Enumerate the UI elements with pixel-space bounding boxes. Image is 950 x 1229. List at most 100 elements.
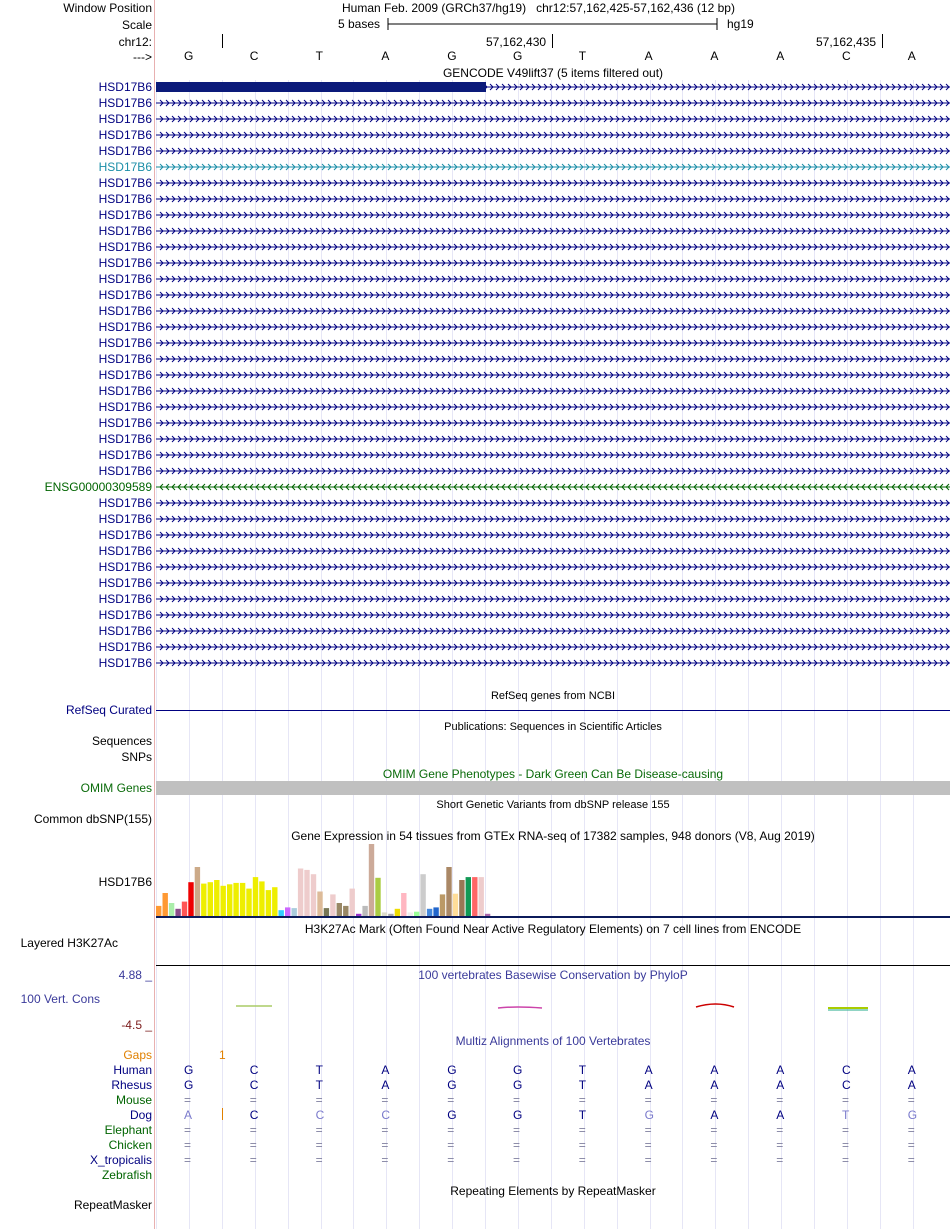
transcript-label[interactable]: HSD17B6 (98, 352, 152, 366)
transcript-feature[interactable] (0, 497, 950, 509)
transcript-label[interactable]: HSD17B6 (98, 528, 152, 542)
species-label[interactable]: X_tropicalis (89, 1153, 152, 1167)
transcript-feature[interactable] (0, 481, 950, 493)
species-label[interactable]: Elephant (104, 1123, 152, 1137)
phylop-plot[interactable] (156, 990, 950, 1020)
transcript-feature[interactable] (0, 545, 950, 557)
transcript-feature[interactable] (0, 369, 950, 381)
species-label[interactable]: Dog (129, 1108, 152, 1122)
gtex-chart[interactable] (156, 843, 950, 919)
transcript-feature[interactable] (0, 321, 950, 333)
gencode-title[interactable]: GENCODE V49lift37 (5 items filtered out) (442, 66, 664, 80)
transcript-label[interactable]: HSD17B6 (98, 336, 152, 350)
transcript-label[interactable]: HSD17B6 (98, 272, 152, 286)
transcript-feature[interactable] (0, 241, 950, 253)
transcript-feature[interactable] (0, 625, 950, 637)
phylop-label[interactable]: 100 Vert. Cons (20, 992, 100, 1006)
transcript-feature[interactable] (0, 529, 950, 541)
transcript-feature[interactable] (0, 113, 950, 125)
transcript-feature[interactable] (0, 465, 950, 477)
gtex-label[interactable]: HSD17B6 (98, 875, 152, 889)
species-label[interactable]: Rhesus (111, 1078, 152, 1092)
transcript-feature[interactable] (0, 193, 950, 205)
publications-title[interactable]: Publications: Sequences in Scientific Ar… (444, 721, 662, 733)
transcript-feature[interactable] (0, 209, 950, 221)
transcript-feature[interactable] (0, 273, 950, 285)
transcript-feature[interactable] (0, 513, 950, 525)
transcript-feature[interactable] (0, 641, 950, 653)
transcript-label[interactable]: HSD17B6 (98, 240, 152, 254)
repeatmasker-label[interactable]: RepeatMasker (73, 1198, 152, 1212)
transcript-feature[interactable] (0, 257, 950, 269)
refseq-title[interactable]: RefSeq genes from NCBI (490, 690, 616, 702)
transcript-feature[interactable] (0, 417, 950, 429)
transcript-label[interactable]: HSD17B6 (98, 448, 152, 462)
transcript-feature[interactable] (0, 81, 950, 93)
transcript-label[interactable]: HSD17B6 (98, 608, 152, 622)
transcript-feature[interactable] (0, 177, 950, 189)
refseq-line[interactable] (156, 710, 950, 711)
transcript-feature[interactable] (0, 577, 950, 589)
transcript-label[interactable]: HSD17B6 (98, 640, 152, 654)
transcript-feature[interactable] (0, 305, 950, 317)
transcript-feature[interactable] (0, 145, 950, 157)
h3k27ac-title[interactable]: H3K27Ac Mark (Often Found Near Active Re… (304, 922, 802, 936)
species-label[interactable]: Mouse (115, 1093, 152, 1107)
transcript-feature[interactable] (0, 593, 950, 605)
transcript-label[interactable]: HSD17B6 (98, 144, 152, 158)
transcript-feature[interactable] (0, 433, 950, 445)
transcript-feature[interactable] (0, 561, 950, 573)
h3k27ac-label[interactable]: Layered H3K27Ac (20, 936, 118, 950)
transcript-label[interactable]: HSD17B6 (98, 192, 152, 206)
multiz-title[interactable]: Multiz Alignments of 100 Vertebrates (455, 1034, 651, 1048)
transcript-label[interactable]: HSD17B6 (98, 304, 152, 318)
transcript-feature[interactable] (0, 449, 950, 461)
transcript-label[interactable]: HSD17B6 (98, 112, 152, 126)
transcript-feature[interactable] (0, 161, 950, 173)
transcript-label[interactable]: HSD17B6 (98, 592, 152, 606)
transcript-feature[interactable] (0, 129, 950, 141)
transcript-label[interactable]: HSD17B6 (98, 160, 152, 174)
repeatmasker-title[interactable]: Repeating Elements by RepeatMasker (450, 1184, 656, 1198)
omim-title[interactable]: OMIM Gene Phenotypes - Dark Green Can Be… (382, 767, 724, 781)
transcript-label[interactable]: HSD17B6 (98, 208, 152, 222)
snps-label[interactable]: SNPs (121, 750, 152, 764)
transcript-feature[interactable] (0, 609, 950, 621)
transcript-label[interactable]: HSD17B6 (98, 656, 152, 670)
transcript-label[interactable]: HSD17B6 (98, 288, 152, 302)
transcript-feature[interactable] (0, 97, 950, 109)
transcript-label[interactable]: HSD17B6 (98, 224, 152, 238)
transcript-label[interactable]: HSD17B6 (98, 368, 152, 382)
transcript-feature[interactable] (0, 657, 950, 669)
species-label[interactable]: Human (113, 1063, 152, 1077)
transcript-label[interactable]: HSD17B6 (98, 416, 152, 430)
transcript-feature[interactable] (0, 225, 950, 237)
transcript-label[interactable]: HSD17B6 (98, 176, 152, 190)
omim-label[interactable]: OMIM Genes (80, 781, 152, 795)
transcript-feature[interactable] (0, 353, 950, 365)
dbsnp-title[interactable]: Short Genetic Variants from dbSNP releas… (436, 799, 670, 811)
refseq-label[interactable]: RefSeq Curated (65, 703, 152, 717)
transcript-label[interactable]: HSD17B6 (98, 256, 152, 270)
phylop-title[interactable]: 100 vertebrates Basewise Conservation by… (418, 968, 688, 982)
transcript-label[interactable]: HSD17B6 (98, 80, 152, 94)
transcript-label[interactable]: HSD17B6 (98, 128, 152, 142)
sequences-label[interactable]: Sequences (91, 734, 152, 748)
species-label[interactable]: Chicken (108, 1138, 152, 1152)
transcript-label[interactable]: HSD17B6 (98, 512, 152, 526)
transcript-label[interactable]: HSD17B6 (98, 560, 152, 574)
transcript-feature[interactable] (0, 289, 950, 301)
transcript-label[interactable]: ENSG00000309589 (44, 480, 152, 494)
transcript-label[interactable]: HSD17B6 (98, 384, 152, 398)
transcript-label[interactable]: HSD17B6 (98, 464, 152, 478)
transcript-label[interactable]: HSD17B6 (98, 496, 152, 510)
gtex-title[interactable]: Gene Expression in 54 tissues from GTEx … (291, 829, 815, 843)
transcript-feature[interactable] (0, 401, 950, 413)
transcript-label[interactable]: HSD17B6 (98, 96, 152, 110)
dbsnp-label[interactable]: Common dbSNP(155) (33, 812, 152, 826)
omim-bar[interactable] (156, 781, 950, 795)
transcript-feature[interactable] (0, 337, 950, 349)
transcript-label[interactable]: HSD17B6 (98, 432, 152, 446)
species-label[interactable]: Zebrafish (101, 1168, 152, 1182)
transcript-label[interactable]: HSD17B6 (98, 400, 152, 414)
